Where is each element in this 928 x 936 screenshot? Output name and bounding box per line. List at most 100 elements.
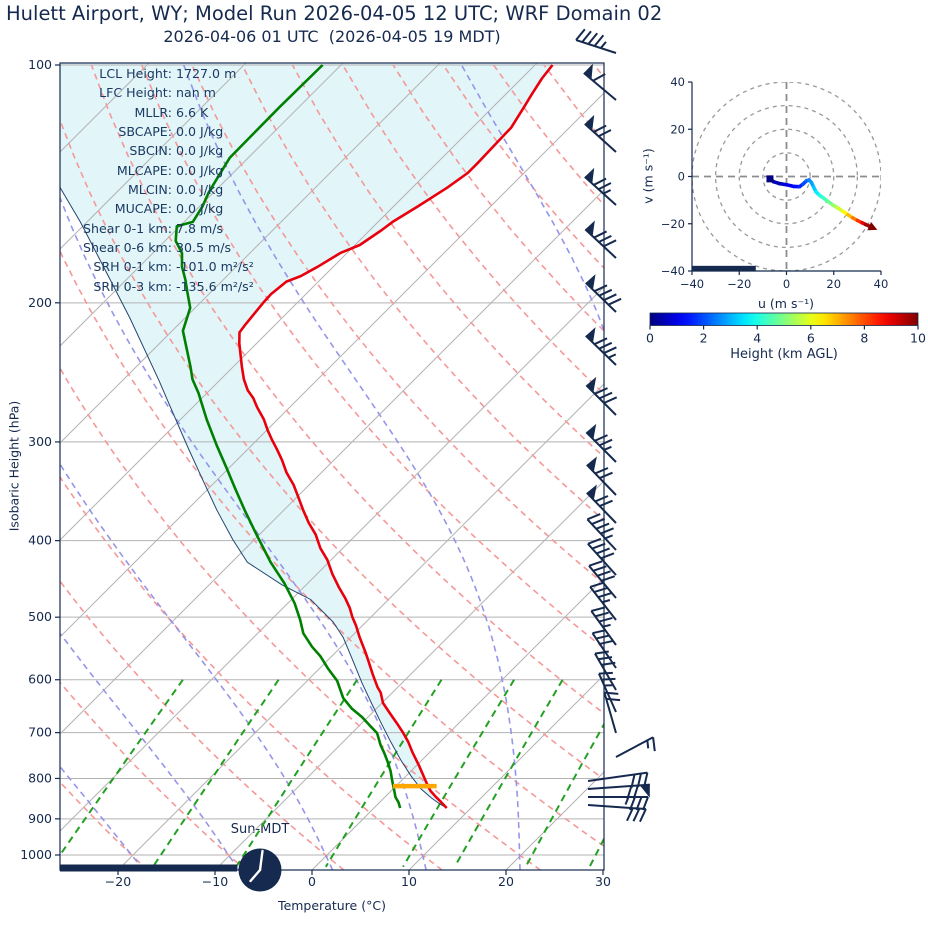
hodograph-y-tick-label: 20 [670, 122, 685, 136]
annotation-value: 0.0 J/kg [176, 124, 224, 140]
trace-start-marker [766, 175, 774, 183]
colorbar-tick-label: 6 [807, 331, 815, 346]
cin-shading [60, 63, 553, 808]
wind-barb-icon [603, 691, 621, 734]
wind-barb-icon [615, 736, 656, 758]
wind-barb-icon [583, 63, 617, 101]
annotation-label: SBCAPE: [118, 124, 172, 140]
colorbar-tick-label: 2 [700, 331, 708, 346]
moist-adiabat-lines [60, 64, 604, 870]
skewt-y-tick-label: 800 [28, 770, 52, 785]
skewt-y-tick-label: 1000 [20, 847, 52, 862]
skewt-x-axis-label: Temperature (°C) [278, 898, 386, 913]
annotation-value: 0.0 J/kg [176, 162, 224, 178]
skewt-x-tick-label: 0 [308, 874, 316, 889]
hodograph-x-tick-label: −20 [727, 277, 751, 291]
colorbar-tick-label: 10 [910, 331, 926, 346]
annotation-label: MLLR: [134, 104, 172, 120]
trace-end-marker [867, 222, 878, 231]
wind-barb-icon [575, 28, 617, 54]
annotation-value: -101.0 m²/s² [176, 259, 254, 275]
skewt-y-tick-label: 500 [28, 609, 52, 624]
hodograph-y-tick-label: 0 [678, 170, 685, 184]
hodograph-y-tick-label: −20 [661, 217, 685, 231]
hodograph-x-tick-label: −40 [680, 277, 704, 291]
wind-barb-icon [587, 804, 647, 823]
wind-barb-icon [584, 167, 617, 206]
skewt-y-tick-label: 400 [28, 533, 52, 548]
annotation-block: LCL Height: 1727.0 m LFC Height: nan m MLLR:… [52, 64, 254, 296]
sunset-clock-icon [238, 848, 282, 892]
night-span-bar [60, 864, 237, 872]
annotation-value: -135.6 m²/s² [176, 278, 254, 294]
colorbar-tick-label: 0 [646, 331, 654, 346]
skewt-plot [60, 63, 604, 872]
annotation-label: Shear 0-1 km: [83, 220, 172, 236]
wind-barb-icon [584, 220, 617, 259]
skewt-axes: −20 −10 0 10 20 30 100 200 300 400 500 600 700 800 900… [20, 57, 611, 889]
annotation-label: LFC Height: [99, 85, 172, 101]
annotation-label: MLCIN: [127, 182, 172, 198]
hodograph-x-axis-label: u (m s⁻¹) [758, 296, 814, 311]
wind-barb-icon [587, 537, 617, 576]
parcel-profile-line [60, 187, 447, 809]
wind-barb-icon [591, 629, 617, 669]
wind-barb-icon [586, 513, 617, 551]
hodograph-y-tick-label: 40 [670, 75, 685, 89]
sun-time-label: Sun-MDT [230, 822, 290, 837]
annotation-value: 7.8 m/s [176, 220, 224, 236]
hodograph-axes: −40 −20 0 20 40 −40 −20 0 20 40 [661, 75, 889, 291]
hodograph-trace [766, 175, 878, 231]
annotation-label: SRH 0-1 km: [93, 259, 172, 275]
skewt-y-tick-label: 900 [28, 811, 52, 826]
annotation-value: 30.5 m/s [176, 240, 232, 256]
temperature-curve [238, 64, 554, 809]
wind-barb-icon [586, 484, 617, 524]
skewt-clipped [60, 63, 604, 870]
wind-barbs [575, 28, 656, 823]
wind-barb-icon [585, 274, 622, 313]
isotherm-lines [60, 63, 604, 870]
wind-barb-icon [587, 771, 649, 789]
dry-adiabat-lines [60, 64, 604, 870]
wind-barb-icon [598, 671, 617, 713]
colorbar-tick-label: 4 [753, 331, 761, 346]
skewt-y-tick-label: 200 [28, 295, 52, 310]
wind-barb-icon [586, 456, 617, 496]
annotation-value: 6.6 K [176, 104, 209, 120]
skewt-y-tick-label: 600 [28, 672, 52, 687]
colorbar-tick-label: 8 [860, 331, 868, 346]
wind-barb-icon [585, 376, 618, 416]
skewt-y-tick-label: 100 [28, 57, 52, 72]
skewt-x-tick-label: 10 [401, 874, 417, 889]
annotation-label: Shear 0-6 km: [83, 240, 172, 256]
wind-barb-icon [584, 114, 617, 153]
skewt-x-tick-label: −10 [202, 874, 228, 889]
skewt-y-tick-label: 700 [28, 725, 52, 740]
mixing-ratio-lines [60, 679, 604, 868]
hodograph-ground-bar [692, 265, 756, 271]
hodograph-x-tick-label: 0 [783, 277, 790, 291]
hodograph-plot: −40 −20 0 20 40 −40 −20 0 20 40 [661, 75, 889, 291]
annotation-value: 0.0 J/kg [176, 182, 224, 198]
page-title: Hulett Airport, WY; Model Run 2026-04-05… [6, 2, 663, 25]
annotation-value: 0.0 J/kg [176, 143, 224, 159]
wind-barb-icon [585, 327, 617, 366]
wind-barb-icon [585, 423, 617, 463]
annotation-value: 0.0 J/kg [176, 201, 224, 217]
dewpoint-curve [174, 64, 402, 809]
annotation-value: nan m [176, 85, 216, 101]
annotation-label: MUCAPE: [114, 201, 172, 217]
valid-time-subtitle: 2026-04-06 01 UTC (2026-04-05 19 MDT) [163, 27, 501, 46]
annotation-value: 1727.0 m [176, 66, 237, 81]
skewt-x-tick-label: 20 [498, 874, 514, 889]
wind-barb-icon [594, 650, 617, 691]
colorbar-label: Height (km AGL) [730, 347, 838, 362]
height-colorbar: 0 2 4 6 8 10 [646, 312, 926, 346]
hodograph-clipped [692, 82, 881, 271]
hodograph-y-tick-label: −40 [661, 264, 685, 278]
annotation-label: MLCAPE: [116, 162, 172, 178]
hodograph-x-tick-label: 40 [874, 277, 889, 291]
